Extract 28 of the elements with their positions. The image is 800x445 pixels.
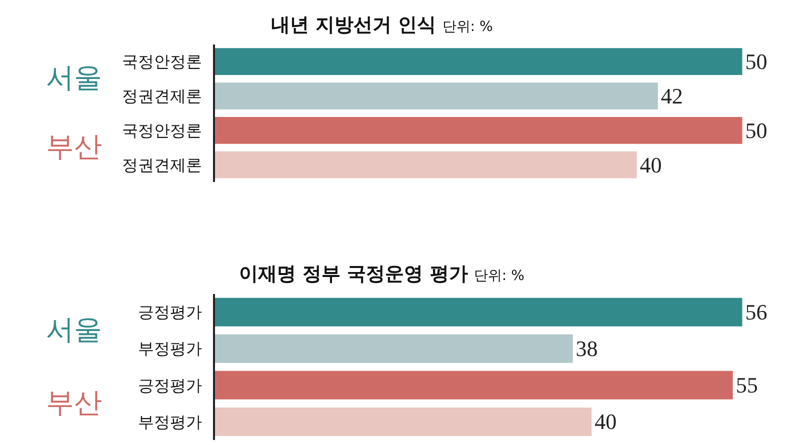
text: 서울 bbox=[46, 63, 102, 94]
data-label: 50 bbox=[745, 118, 768, 143]
y-tick-label: 부정평가 bbox=[138, 412, 202, 432]
chart-subtitle: 단위: % bbox=[442, 19, 493, 35]
bar bbox=[215, 407, 592, 436]
text: 부산 bbox=[46, 388, 102, 419]
y-tick-label: 부정평가 bbox=[138, 339, 202, 358]
bar bbox=[215, 370, 733, 400]
y-tick-label: 국정안정론 bbox=[122, 52, 202, 72]
data-label: 38 bbox=[576, 336, 598, 362]
y-tick-label: 정권견제론 bbox=[122, 86, 202, 106]
y-tick-label: 정권견제론 bbox=[122, 155, 202, 174]
bar bbox=[215, 334, 573, 363]
data-label: 40 bbox=[594, 409, 617, 434]
data-label: 50 bbox=[745, 49, 768, 74]
y-tick-label: 긍정평가 bbox=[138, 302, 202, 322]
data-label: 56 bbox=[745, 300, 768, 325]
y-tick-label: 국정안정론 bbox=[122, 121, 202, 140]
chart-subtitle: 단위: % bbox=[474, 268, 524, 284]
data-label: 42 bbox=[660, 84, 683, 108]
y-tick-label: 긍정평가 bbox=[138, 376, 202, 395]
bar bbox=[215, 298, 742, 326]
data-label: 55 bbox=[736, 372, 758, 398]
text: 부산 bbox=[46, 132, 102, 163]
text: 서울 bbox=[46, 315, 102, 346]
data-label: 40 bbox=[640, 152, 662, 178]
chart-title: 내년 지방선거 인식 bbox=[271, 14, 436, 36]
chart-title: 이재명 정부 국정운영 평가 bbox=[239, 263, 468, 285]
